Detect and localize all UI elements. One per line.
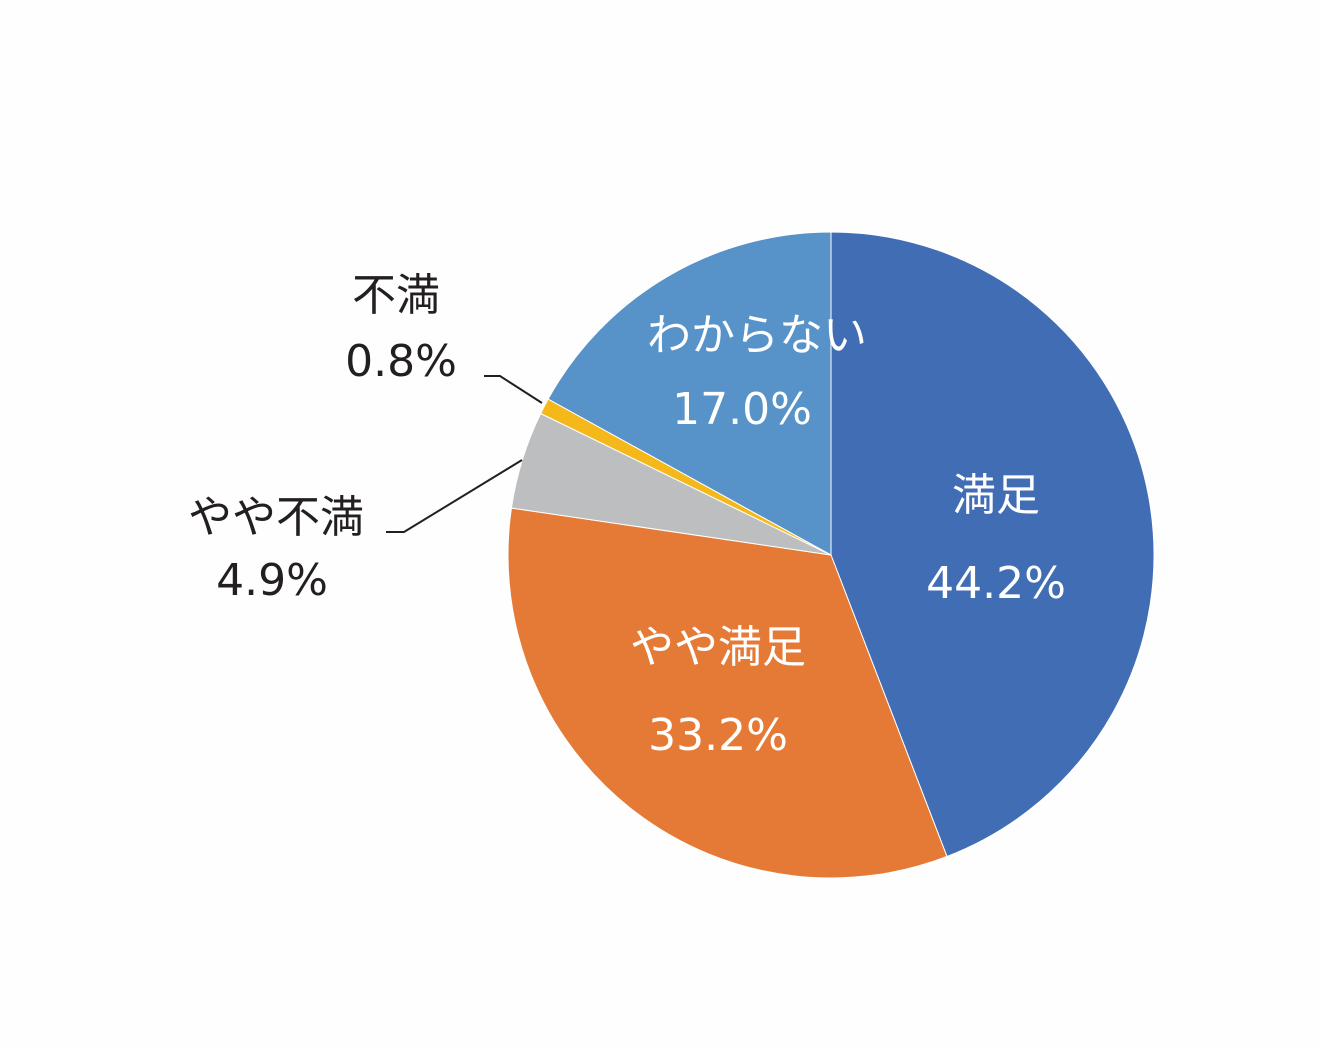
- slice-value-manzoku: 44.2%: [926, 558, 1066, 609]
- slice-label-fuman: 不満: [352, 270, 440, 321]
- pie-slices: [507, 231, 1155, 879]
- slice-labels: 満足 44.2% やや満足 33.2% やや不満 4.9% 不満 0.8% わか…: [188, 270, 1066, 761]
- pie-slice-yaya-manzoku: [507, 507, 948, 879]
- pie-slice-manzoku: [830, 231, 1155, 858]
- pie-slice-wakaranai: [547, 231, 832, 556]
- slice-label-yaya-manzoku: やや満足: [630, 622, 806, 673]
- slice-label-manzoku: 満足: [952, 470, 1040, 521]
- slice-label-wakaranai: わからない: [647, 310, 867, 361]
- slice-value-wakaranai: 17.0%: [672, 384, 812, 435]
- slice-value-yaya-manzoku: 33.2%: [648, 710, 788, 761]
- leader-line-yaya-fuman: [386, 459, 523, 533]
- slice-value-fuman: 0.8%: [345, 336, 457, 387]
- slice-label-yaya-fuman: やや不満: [188, 492, 364, 543]
- slice-value-yaya-fuman: 4.9%: [216, 555, 328, 606]
- leader-line-fuman: [484, 375, 543, 404]
- leader-lines: [386, 375, 543, 533]
